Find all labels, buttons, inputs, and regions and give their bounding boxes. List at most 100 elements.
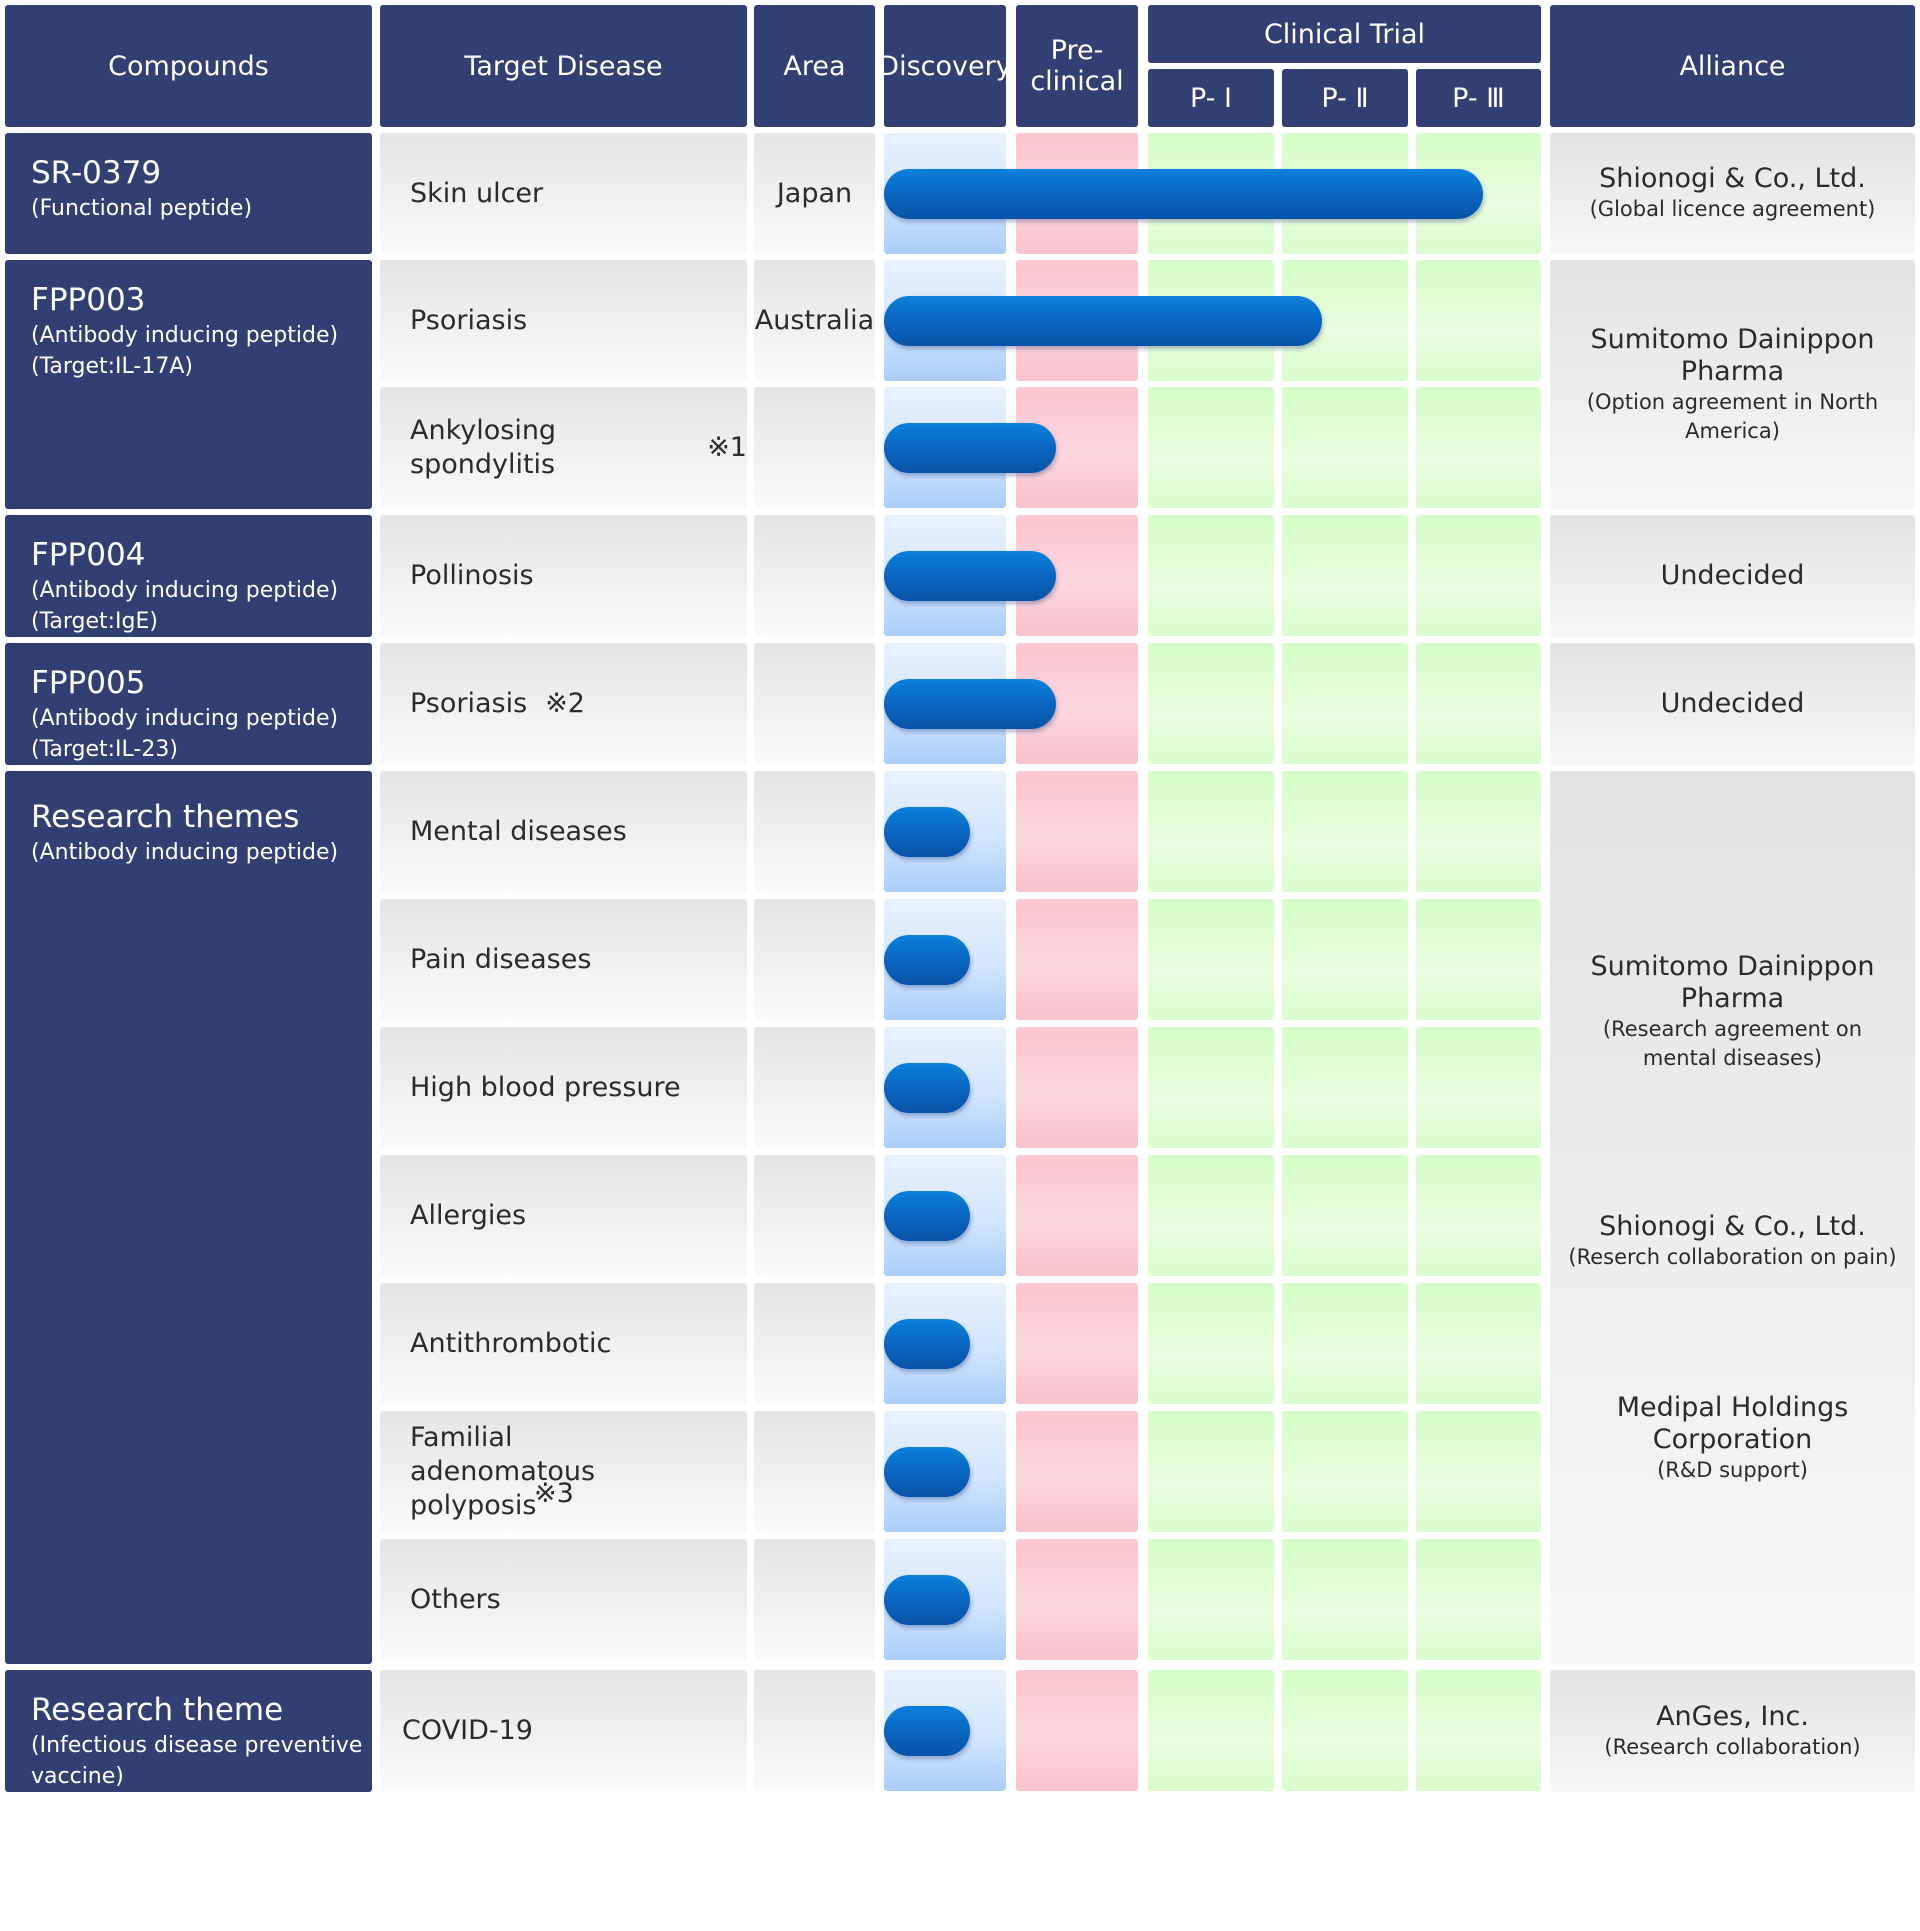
area-cell — [754, 771, 875, 892]
target-disease-cell: Psoriasis — [380, 260, 747, 381]
stage-cell-phase-3 — [1416, 643, 1541, 764]
area-cell: Japan — [754, 133, 875, 254]
compound-target: (Target:IgE) — [31, 609, 158, 634]
stage-cell-phase-1 — [1148, 643, 1274, 764]
target-disease-cell: Familial adenomatous polyposis ※3 — [380, 1411, 747, 1532]
disease-name: Psoriasis — [410, 687, 528, 719]
target-disease-cell: Antithrombotic — [380, 1283, 747, 1404]
alliance-fpp004: Undecided — [1550, 515, 1915, 637]
header-compounds: Compounds — [5, 5, 372, 127]
stage-cell-phase-1 — [1148, 899, 1274, 1020]
stage-cell-phase-1 — [1148, 1670, 1274, 1791]
compound-sr0379: SR-0379 (Functional peptide) — [5, 133, 372, 254]
progress-bar — [884, 1446, 970, 1497]
stage-cell-phase-3 — [1416, 387, 1541, 508]
area-cell: Australia — [754, 260, 875, 381]
progress-bar — [884, 1705, 970, 1756]
disease-name: High blood pressure — [410, 1071, 681, 1103]
header-target-disease: Target Disease — [380, 5, 747, 127]
stage-cell-phase-2 — [1282, 771, 1408, 892]
alliance-name: Sumitomo Dainippon Pharma — [1590, 950, 1875, 1014]
stage-cell-phase-2 — [1282, 387, 1408, 508]
stage-cell-preclinical — [1016, 1670, 1138, 1791]
disease-name: Antithrombotic — [410, 1327, 612, 1359]
stage-cell-phase-2 — [1282, 1155, 1408, 1276]
progress-bar — [884, 550, 1056, 601]
disease-name: Ankylosing spondylitis — [410, 414, 557, 480]
compound-name: FPP004 — [31, 537, 146, 573]
compound-detail: vaccine) — [31, 1764, 124, 1789]
target-disease-cell: Mental diseases — [380, 771, 747, 892]
footnote-mark: ※3 — [534, 1478, 574, 1509]
stage-cell-preclinical — [1016, 771, 1138, 892]
stage-cell-phase-1 — [1148, 1539, 1274, 1660]
alliance-name: Shionogi & Co., Ltd. — [1599, 163, 1866, 194]
alliance-note: (R&D support) — [1657, 1457, 1808, 1482]
alliance-note: (Research collaboration) — [1604, 1734, 1861, 1759]
disease-name: Pain diseases — [410, 943, 592, 975]
progress-bar — [884, 934, 970, 985]
disease-name: Psoriasis — [410, 304, 528, 336]
compound-name: Research themes — [31, 799, 300, 835]
area-cell — [754, 387, 875, 508]
target-disease-cell: High blood pressure — [380, 1027, 747, 1148]
alliance-name: Undecided — [1660, 560, 1805, 591]
compound-fpp003: FPP003 (Antibody inducing peptide) (Targ… — [5, 260, 372, 509]
stage-cell-phase-2 — [1282, 643, 1408, 764]
stage-cell-phase-3 — [1416, 771, 1541, 892]
disease-name: Mental diseases — [410, 815, 627, 847]
stage-cell-preclinical — [1016, 899, 1138, 1020]
stage-cell-phase-2 — [1282, 1670, 1408, 1791]
stage-cell-phase-3 — [1416, 1283, 1541, 1404]
progress-bar — [884, 295, 1323, 346]
progress-bar — [884, 1574, 970, 1625]
alliance-name: AnGes, Inc. — [1656, 1700, 1809, 1732]
stage-cell-phase-1 — [1148, 515, 1274, 636]
compound-detail: (Infectious disease preventive — [31, 1733, 363, 1758]
footnote-mark: ※2 — [545, 687, 585, 719]
stage-cell-phase-1 — [1148, 1283, 1274, 1404]
stage-cell-preclinical — [1016, 1283, 1138, 1404]
target-disease-cell: Allergies — [380, 1155, 747, 1276]
stage-cell-phase-3 — [1416, 515, 1541, 636]
stage-cell-phase-1 — [1148, 1155, 1274, 1276]
compound-detail: (Antibody inducing peptide) — [31, 323, 339, 348]
area-cell — [754, 1283, 875, 1404]
compound-fpp005: FPP005 (Antibody inducing peptide) (Targ… — [5, 643, 372, 765]
stage-cell-phase-2 — [1282, 515, 1408, 636]
target-disease-cell: Skin ulcer — [380, 133, 747, 254]
compound-target: (Target:IL-23) — [31, 737, 178, 762]
compound-name: FPP003 — [31, 282, 146, 318]
disease-name: COVID-19 — [402, 1714, 533, 1746]
target-disease-cell: Ankylosing spondylitis ※1 — [380, 387, 747, 508]
stage-cell-phase-2 — [1282, 1411, 1408, 1532]
alliance-name: Medipal Holdings Corporation — [1616, 1391, 1849, 1455]
disease-name: Others — [410, 1583, 501, 1615]
compound-target: (Target:IL-17A) — [31, 354, 193, 379]
area-cell — [754, 515, 875, 636]
alliance-note: (Research agreement on mental diseases) — [1602, 1016, 1863, 1070]
header-preclinical: Pre-clinical — [1016, 5, 1138, 127]
disease-name: Familial adenomatous polyposis — [410, 1421, 596, 1521]
progress-bar — [884, 168, 1483, 219]
stage-cell-phase-3 — [1416, 260, 1541, 381]
compound-name: SR-0379 — [31, 155, 162, 191]
stage-cell-phase-1 — [1148, 1411, 1274, 1532]
stage-cell-phase-2 — [1282, 1027, 1408, 1148]
header-area: Area — [754, 5, 875, 127]
alliance-name: Shionogi & Co., Ltd. — [1599, 1210, 1866, 1242]
header-phase-1: P- Ⅰ — [1148, 69, 1274, 127]
alliance-name: Sumitomo Dainippon Pharma — [1590, 323, 1875, 387]
target-disease-cell: Pain diseases — [380, 899, 747, 1020]
compound-name: Research theme — [31, 1692, 284, 1728]
progress-bar — [884, 806, 970, 857]
area-cell — [754, 899, 875, 1020]
area-cell — [754, 1155, 875, 1276]
progress-bar — [884, 1062, 970, 1113]
alliance-note: (Global licence agreement) — [1589, 197, 1876, 221]
stage-cell-phase-2 — [1282, 899, 1408, 1020]
alliance-research-themes: Sumitomo Dainippon Pharma (Research agre… — [1550, 771, 1915, 1664]
stage-cell-phase-3 — [1416, 1539, 1541, 1660]
stage-cell-phase-2 — [1282, 1539, 1408, 1660]
